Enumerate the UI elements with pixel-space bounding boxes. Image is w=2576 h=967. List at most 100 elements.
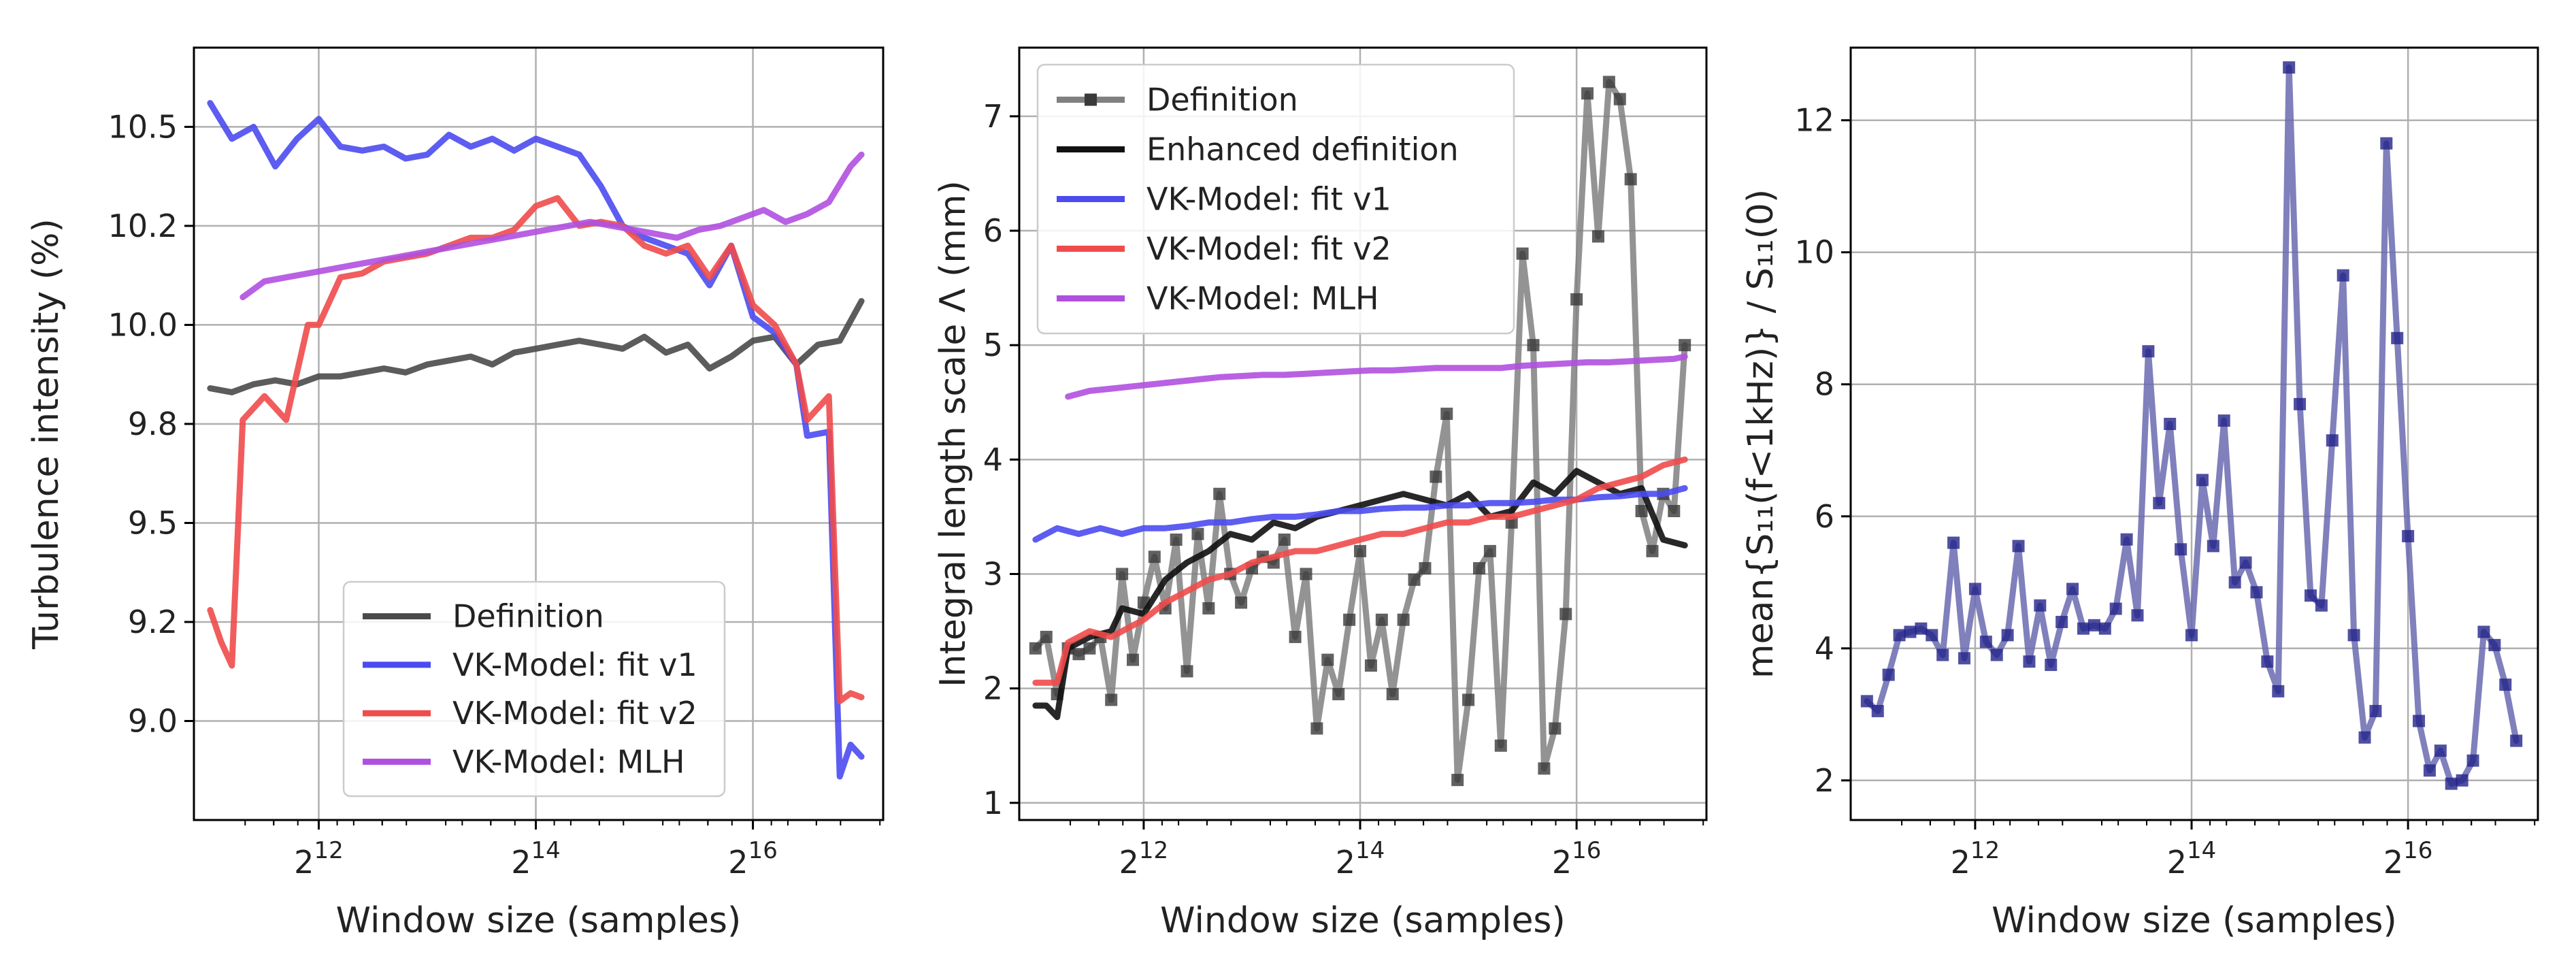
- series-definition-marker: [1354, 544, 1367, 557]
- series-ratio-marker: [2239, 556, 2252, 569]
- series-ratio-marker: [2499, 678, 2512, 691]
- legend-marker: [1085, 93, 1097, 106]
- series-ratio-marker: [1947, 536, 1960, 549]
- x-axis-label: Window size (samples): [1160, 900, 1566, 941]
- series-definition-marker: [1559, 608, 1572, 621]
- series-definition-marker: [1202, 602, 1215, 614]
- legend-entry-label: Definition: [1146, 82, 1298, 118]
- series-definition-marker: [1624, 173, 1637, 186]
- series-definition-marker: [1278, 534, 1291, 546]
- series-ratio-marker: [1968, 583, 1981, 595]
- series-ratio-marker: [2066, 583, 2079, 595]
- chart-panel-1: 212 214 216 9.0 9.2 9.5 9.8 10.0 10.2 10.5 Window …: [26, 46, 885, 941]
- series-definition-marker: [1235, 596, 1248, 609]
- series-ratio-marker: [2109, 602, 2122, 615]
- series-ratio-marker: [2055, 615, 2068, 628]
- series-ratio-marker: [2164, 417, 2177, 430]
- series-ratio-marker: [1904, 625, 1917, 638]
- series-definition-marker: [1430, 470, 1442, 483]
- legend-entry-label: Definition: [452, 598, 604, 635]
- series-ratio-marker: [1990, 649, 2003, 661]
- series-definition-marker: [1170, 534, 1183, 546]
- series-ratio-marker: [2250, 586, 2263, 599]
- series-definition-marker: [1494, 739, 1507, 752]
- y-tick-label: 7: [983, 98, 1003, 135]
- y-tick-label: 4: [1815, 630, 1834, 667]
- series-definition-marker: [1679, 339, 1691, 352]
- y-tick-label: 6: [983, 212, 1003, 249]
- series-definition-marker: [1191, 527, 1204, 540]
- series-ratio-marker: [2413, 715, 2426, 727]
- series-ratio-marker: [2445, 777, 2458, 790]
- y-tick-label: 9.0: [128, 702, 178, 739]
- legend-entry-label: VK-Model: MLH: [452, 743, 685, 780]
- y-tick-label: 3: [983, 555, 1003, 592]
- series-ratio-marker: [2315, 599, 2328, 612]
- series-vk-model-fit-v2-line: [1032, 456, 1688, 686]
- series-definition-marker: [1321, 653, 1334, 666]
- series-definition-marker: [1591, 230, 1604, 243]
- y-tick-label: 4: [983, 441, 1003, 478]
- legend-entry-label: VK-Model: fit v2: [452, 695, 697, 732]
- series-ratio-marker: [2077, 622, 2090, 635]
- series-ratio-marker: [2153, 497, 2166, 510]
- series-definition-marker: [1397, 613, 1410, 626]
- series-definition-marker: [1040, 630, 1053, 643]
- y-tick-label: 12: [1794, 102, 1834, 139]
- series-definition-marker: [1635, 505, 1648, 517]
- y-tick-label: 10: [1794, 234, 1834, 271]
- series-ratio-marker: [2272, 685, 2285, 698]
- y-tick-label: 1: [983, 785, 1003, 821]
- series-definition-marker: [1116, 568, 1129, 580]
- x-tick-label: 214: [1336, 837, 1385, 881]
- series-vk-model-mlh-line: [240, 151, 865, 301]
- y-tick-label: 10.2: [108, 208, 178, 244]
- y-tick-label: 9.8: [128, 406, 178, 442]
- legend-entry-label: VK-Model: fit v1: [452, 646, 697, 683]
- series-ratio-marker: [2228, 576, 2241, 589]
- series-definition-marker: [1613, 93, 1626, 105]
- x-tick-label: 216: [2383, 837, 2433, 881]
- series-definition-marker: [1148, 551, 1161, 563]
- series-ratio-marker: [2510, 734, 2523, 747]
- chart-panel-2: 212 214 216 1 2 3 4 5 6 7 Window size (samples) Int…: [933, 46, 1708, 941]
- series-ratio-marker: [2185, 629, 2198, 642]
- series-definition-marker: [1300, 568, 1312, 580]
- x-tick-label: 212: [1119, 837, 1169, 881]
- series-definition-marker: [1668, 505, 1681, 517]
- series-ratio-marker: [2217, 414, 2230, 427]
- series-definition-marker: [1451, 774, 1464, 787]
- series-definition-marker: [1310, 722, 1323, 735]
- x-tick-label: 212: [294, 837, 344, 881]
- series-ratio-marker: [2488, 638, 2501, 651]
- legend-entry-label: Enhanced definition: [1146, 131, 1459, 168]
- series-ratio-marker: [2402, 529, 2415, 542]
- legend: Definition VK-Model: fit v1 VK-Model: fit …: [342, 580, 726, 798]
- series-ratio-marker: [2336, 269, 2349, 282]
- series-ratio-marker: [2294, 397, 2307, 410]
- series-definition-marker: [1440, 408, 1453, 421]
- series-definition-marker: [1289, 630, 1302, 643]
- series-vk-model-fit-v2-line: [207, 195, 865, 704]
- series-ratio-marker: [2045, 659, 2058, 672]
- axes-frame: [1018, 46, 1708, 821]
- x-tick-label: 214: [511, 837, 561, 881]
- series-ratio-marker: [1871, 704, 1884, 717]
- series-ratio-marker: [2131, 609, 2144, 622]
- series-definition-marker: [1602, 76, 1615, 88]
- series-ratio-marker: [1893, 629, 1906, 642]
- series-ratio-marker: [2391, 331, 2404, 344]
- series-ratio-marker: [2304, 589, 2317, 602]
- y-tick-label: 6: [1815, 498, 1834, 535]
- y-axis-label: Integral length scale Λ (mm): [933, 180, 974, 687]
- series-ratio-marker: [2087, 619, 2100, 632]
- y-axis-label: mean{S₁₁(f<1kHz)} / S₁₁(0): [1740, 189, 1781, 678]
- y-tick-label: 10.0: [108, 306, 178, 343]
- series-ratio-marker: [2434, 744, 2447, 757]
- series-definition-marker: [1127, 653, 1140, 666]
- legend-entry-label: VK-Model: fit v1: [1146, 181, 1391, 218]
- series-ratio-marker: [1882, 668, 1895, 681]
- series-ratio-marker: [2326, 434, 2339, 447]
- series-ratio-marker: [2466, 754, 2479, 767]
- legend-box: [342, 580, 726, 798]
